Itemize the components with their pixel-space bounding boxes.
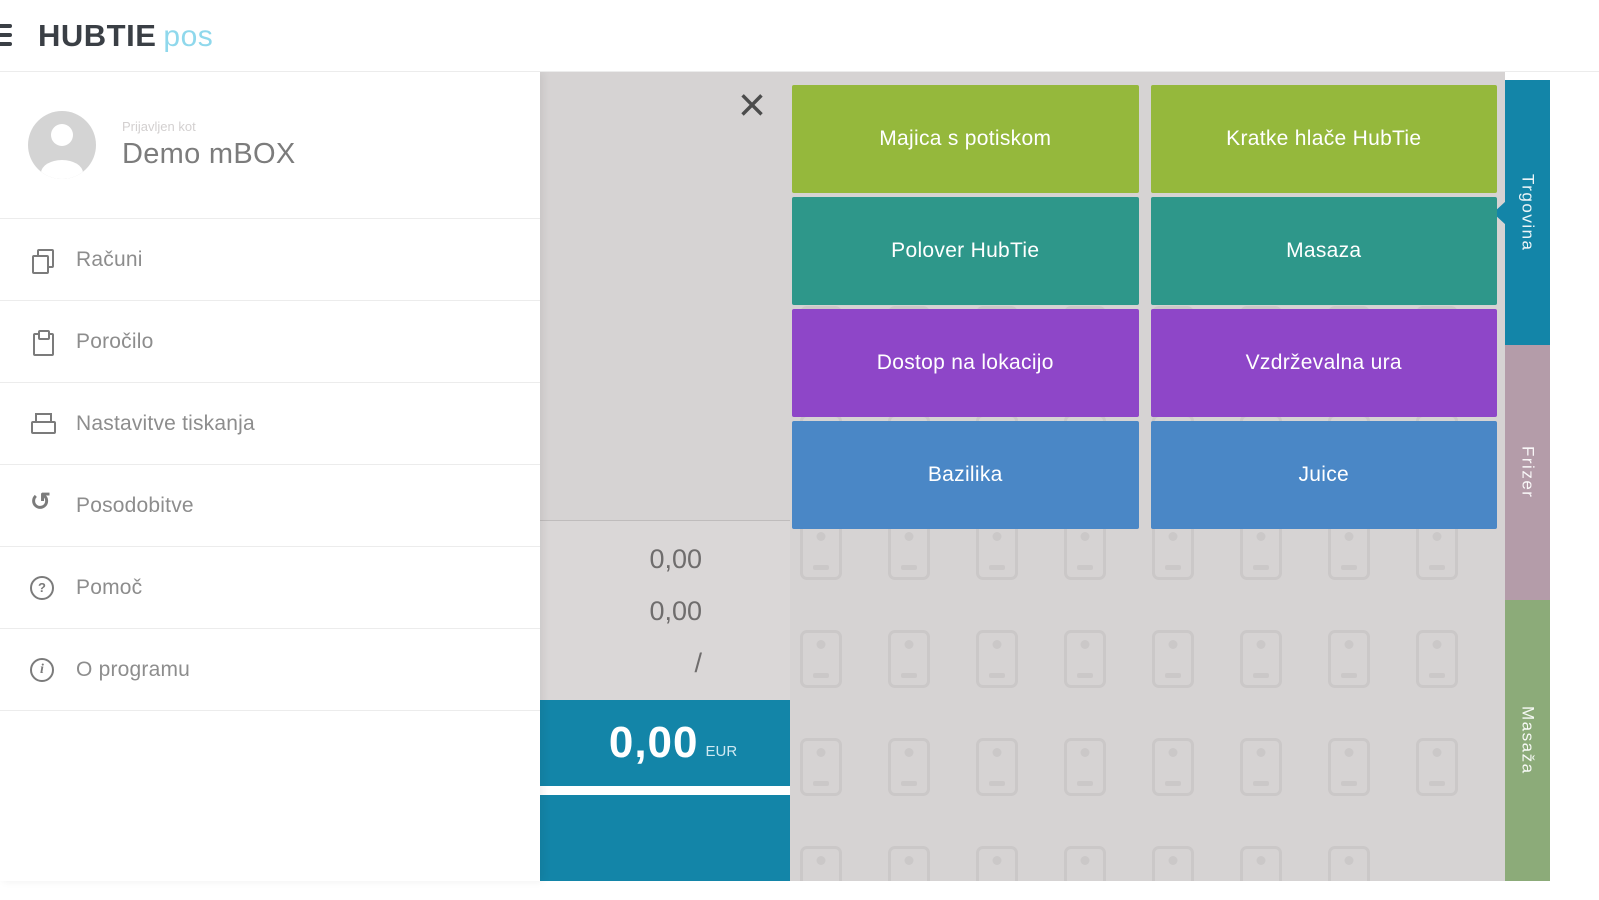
pattern-tile bbox=[1416, 738, 1458, 796]
pattern-tile bbox=[1416, 522, 1458, 580]
close-icon[interactable]: × bbox=[737, 79, 766, 132]
user-name: Demo mBOX bbox=[122, 138, 296, 170]
pattern-tile bbox=[1064, 522, 1106, 580]
cart-totals: 0,00 0,00 / bbox=[540, 520, 790, 700]
sidebar-item-o-programu[interactable]: O programu bbox=[0, 629, 540, 711]
refresh-icon bbox=[30, 490, 54, 518]
pattern-tile bbox=[1152, 630, 1194, 688]
pattern-tile bbox=[1064, 846, 1106, 881]
pattern-tile bbox=[1240, 630, 1282, 688]
tab-label: Trgovina bbox=[1518, 173, 1538, 252]
pattern-tile bbox=[800, 846, 842, 881]
documents-icon bbox=[30, 248, 54, 274]
pattern-tile bbox=[1328, 630, 1370, 688]
total-amount: 0,00 bbox=[608, 718, 699, 767]
sidebar-menu: Prijavljen kot Demo mBOX Računi Poročilo N… bbox=[0, 72, 540, 881]
pattern-tile bbox=[1328, 846, 1370, 881]
pattern-tile bbox=[1064, 738, 1106, 796]
product-vzdrzevalna-ura[interactable]: Vzdrževalna ura bbox=[1150, 309, 1497, 417]
pattern-tile bbox=[976, 846, 1018, 881]
product-bazilika[interactable]: Bazilika bbox=[792, 421, 1139, 529]
sidebar-item-nastavitve-tiskanja[interactable]: Nastavitve tiskanja bbox=[0, 383, 540, 465]
tax-value: 0,00 bbox=[649, 596, 702, 626]
pattern-tile bbox=[1152, 738, 1194, 796]
sidebar-item-label: Poročilo bbox=[76, 329, 154, 353]
sidebar-item-porocilo[interactable]: Poročilo bbox=[0, 301, 540, 383]
app-logo: HUBTIE pos bbox=[38, 18, 213, 54]
product-kratke-hlace-hubtie[interactable]: Kratke hlače HubTie bbox=[1150, 85, 1497, 193]
pattern-tile bbox=[1240, 846, 1282, 881]
product-polover-hubtie[interactable]: Polover HubTie bbox=[792, 197, 1139, 305]
app-body: Prijavljen kot Demo mBOX Računi Poročilo N… bbox=[0, 72, 1599, 881]
tab-masaza[interactable]: Masaža bbox=[1505, 600, 1550, 881]
pattern-tile bbox=[1152, 846, 1194, 881]
pattern-tile bbox=[800, 522, 842, 580]
sidebar-item-pomoc[interactable]: Pomoč bbox=[0, 547, 540, 629]
pattern-tile bbox=[800, 630, 842, 688]
sidebar-item-posodobitve[interactable]: Posodobitve bbox=[0, 465, 540, 547]
product-masaza[interactable]: Masaza bbox=[1150, 197, 1497, 305]
product-area: Majica s potiskom Kratke hlače HubTie Polo… bbox=[790, 72, 1505, 881]
category-tabs: Trgovina Frizer Masaža bbox=[1493, 72, 1550, 881]
product-dostop-na-lokacijo[interactable]: Dostop na lokacijo bbox=[792, 309, 1139, 417]
user-block: Prijavljen kot Demo mBOX bbox=[0, 72, 540, 218]
info-icon bbox=[30, 657, 54, 682]
cart-panel: × 0,00 0,00 / 0,00 EUR bbox=[540, 72, 790, 881]
pattern-tile bbox=[1064, 630, 1106, 688]
pattern-tile bbox=[1328, 522, 1370, 580]
total-bar: 0,00 EUR bbox=[540, 700, 790, 786]
sidebar-item-label: Računi bbox=[76, 247, 143, 271]
sidebar-item-label: Posodobitve bbox=[76, 493, 194, 517]
pattern-tile bbox=[800, 738, 842, 796]
sidebar-items: Računi Poročilo Nastavitve tiskanja Posodob… bbox=[0, 218, 540, 711]
pattern-tile bbox=[1328, 738, 1370, 796]
avatar-shoulders bbox=[41, 160, 83, 179]
pattern-tile bbox=[1240, 522, 1282, 580]
avatar-head bbox=[51, 124, 73, 146]
clipboard-icon bbox=[30, 329, 54, 356]
user-text: Prijavljen kot Demo mBOX bbox=[122, 119, 296, 171]
logged-in-label: Prijavljen kot bbox=[122, 119, 196, 134]
tab-trgovina[interactable]: Trgovina bbox=[1493, 80, 1550, 345]
pattern-tile bbox=[976, 522, 1018, 580]
product-grid: Majica s potiskom Kratke hlače HubTie Polo… bbox=[792, 85, 1497, 529]
subtotal-value: 0,00 bbox=[649, 544, 702, 574]
product-juice[interactable]: Juice bbox=[1150, 421, 1497, 529]
tab-frizer[interactable]: Frizer bbox=[1505, 345, 1550, 600]
sidebar-item-label: Pomoč bbox=[76, 575, 143, 599]
product-majica-s-potiskom[interactable]: Majica s potiskom bbox=[792, 85, 1139, 193]
help-icon bbox=[30, 575, 54, 600]
pattern-tile bbox=[976, 630, 1018, 688]
menu-icon[interactable] bbox=[0, 24, 12, 46]
pattern-tile bbox=[1416, 630, 1458, 688]
sidebar-item-label: Nastavitve tiskanja bbox=[76, 411, 255, 435]
pattern-tile bbox=[888, 738, 930, 796]
brand-primary: HUBTIE bbox=[38, 17, 157, 53]
pattern-tile bbox=[1152, 522, 1194, 580]
pattern-tile bbox=[976, 738, 1018, 796]
pattern-tile bbox=[888, 846, 930, 881]
sidebar-item-label: O programu bbox=[76, 657, 191, 681]
printer-icon bbox=[30, 412, 56, 436]
quantity-divider: / bbox=[694, 648, 702, 678]
pay-button[interactable] bbox=[540, 795, 790, 881]
total-currency: EUR bbox=[705, 742, 738, 760]
avatar bbox=[28, 111, 96, 179]
pattern-tile bbox=[888, 522, 930, 580]
app-header: HUBTIE pos bbox=[0, 0, 1599, 72]
tab-label: Frizer bbox=[1518, 446, 1538, 499]
bar-gap bbox=[540, 786, 790, 795]
pattern-tile bbox=[888, 630, 930, 688]
tab-label: Masaža bbox=[1518, 706, 1538, 775]
sidebar-item-racuni[interactable]: Računi bbox=[0, 219, 540, 301]
brand-secondary: pos bbox=[163, 19, 214, 53]
pattern-tile bbox=[1240, 738, 1282, 796]
